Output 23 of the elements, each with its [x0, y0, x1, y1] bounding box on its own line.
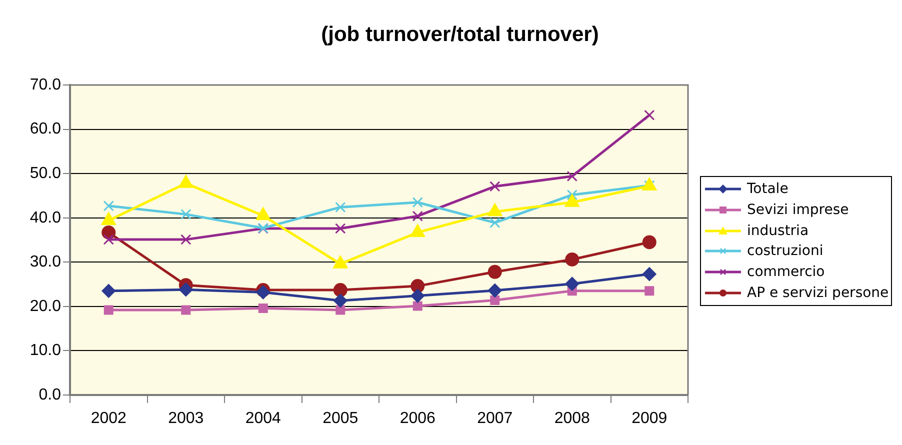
chart-title: (job turnover/total turnover): [320, 22, 600, 48]
x-tick-label: 2003: [168, 410, 204, 428]
y-tick-label: 10.0: [30, 342, 62, 360]
y-tick-label: 40.0: [30, 209, 62, 226]
x-tick-label: 2006: [400, 410, 436, 428]
y-tick-label: 60.0: [30, 120, 62, 138]
legend-label: Totale: [747, 181, 788, 198]
legend-label: industria: [747, 222, 809, 239]
legend-label: AP e servizi persone: [747, 284, 889, 301]
x-tick-label: 2009: [632, 410, 668, 428]
y-tick-label: 50.0: [30, 164, 62, 182]
x-tick-label: 2005: [322, 410, 358, 428]
legend-label: costruzioni: [747, 243, 824, 260]
x-tick-label: 2002: [90, 410, 127, 428]
x-tick-label: 2008: [554, 410, 590, 428]
y-tick-label: 0.0: [38, 386, 62, 404]
x-tick-label: 2004: [245, 410, 282, 428]
legend-label: Sevizi imprese: [747, 202, 849, 218]
y-tick-label: 70.0: [30, 76, 62, 94]
y-tick-label: 30.0: [30, 254, 62, 271]
y-tick-label: 20.0: [30, 298, 62, 315]
x-tick-label: 2007: [477, 410, 513, 428]
legend-label: commercio: [747, 264, 825, 280]
